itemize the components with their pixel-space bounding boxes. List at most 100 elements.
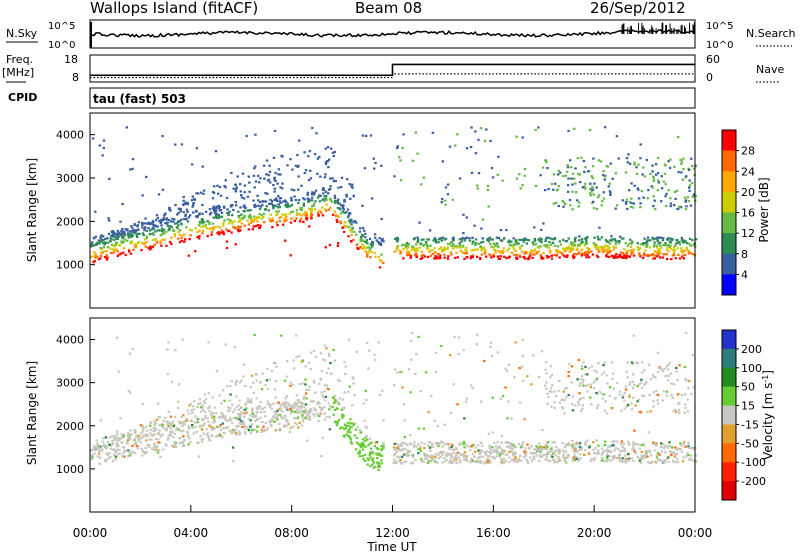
radar-cell bbox=[512, 246, 515, 249]
radar-cell bbox=[290, 203, 294, 207]
radar-cell bbox=[691, 195, 695, 199]
radar-cell bbox=[263, 221, 266, 224]
cpid-value: tau (fast) 503 bbox=[93, 92, 186, 106]
radar-cell bbox=[568, 250, 571, 254]
radar-cell bbox=[97, 258, 101, 261]
radar-cell bbox=[274, 396, 277, 399]
radar-cell bbox=[378, 237, 381, 240]
radar-cell bbox=[325, 203, 328, 206]
radar-cell bbox=[266, 387, 269, 390]
radar-cell bbox=[602, 248, 605, 251]
radar-cell bbox=[103, 243, 106, 246]
radar-cell bbox=[563, 399, 566, 402]
radar-cell bbox=[327, 354, 331, 357]
radar-cell bbox=[359, 238, 362, 241]
radar-cell bbox=[336, 407, 339, 410]
radar-cell bbox=[513, 253, 516, 256]
radar-cell bbox=[246, 397, 249, 400]
radar-cell bbox=[153, 423, 156, 426]
radar-cell bbox=[531, 452, 535, 455]
radar-cell bbox=[249, 385, 252, 389]
radar-cell bbox=[496, 255, 500, 258]
radar-cell bbox=[237, 214, 240, 218]
radar-cell bbox=[128, 449, 132, 452]
radar-cell bbox=[605, 457, 609, 460]
radar-cell bbox=[492, 450, 495, 453]
radar-cell bbox=[545, 444, 549, 447]
radar-cell bbox=[434, 455, 437, 458]
radar-cell bbox=[153, 442, 156, 445]
radar-cell bbox=[468, 239, 472, 242]
radar-cell bbox=[230, 205, 233, 208]
radar-cell bbox=[500, 462, 503, 465]
radar-cell bbox=[496, 441, 499, 444]
radar-cell bbox=[431, 455, 434, 458]
radar-cell bbox=[199, 434, 202, 438]
y-tick-label: 4000 bbox=[56, 129, 84, 142]
radar-cell bbox=[221, 389, 225, 392]
radar-cell bbox=[101, 448, 104, 451]
radar-cell bbox=[112, 251, 115, 254]
radar-cell bbox=[602, 174, 605, 177]
radar-cell bbox=[578, 392, 581, 395]
radar-cell bbox=[318, 406, 321, 409]
radar-cell bbox=[619, 460, 622, 463]
radar-cell bbox=[301, 414, 304, 417]
radar-cell bbox=[665, 253, 668, 256]
radar-cell bbox=[447, 443, 450, 446]
radar-cell bbox=[521, 355, 525, 358]
radar-cell bbox=[584, 365, 587, 368]
radar-cell bbox=[380, 253, 383, 256]
radar-cell bbox=[594, 245, 597, 249]
radar-cell bbox=[502, 449, 505, 452]
radar-cell bbox=[359, 431, 362, 434]
radar-cell bbox=[434, 238, 438, 242]
radar-cell bbox=[529, 456, 532, 459]
radar-cell bbox=[584, 443, 587, 446]
radar-cell bbox=[611, 458, 615, 461]
radar-cell bbox=[137, 221, 141, 224]
radar-cell bbox=[438, 248, 441, 251]
radar-cell bbox=[297, 426, 300, 429]
radar-cell bbox=[684, 445, 687, 448]
radar-cell bbox=[321, 214, 325, 217]
radar-cell bbox=[133, 438, 136, 441]
radar-cell bbox=[165, 244, 168, 247]
radar-cell bbox=[462, 455, 466, 458]
radar-cell bbox=[488, 242, 492, 245]
radar-cell bbox=[630, 253, 633, 256]
radar-cell bbox=[229, 419, 233, 422]
radar-cell bbox=[164, 222, 167, 225]
radar-cell bbox=[460, 453, 463, 456]
radar-cell bbox=[127, 454, 130, 458]
colorbar-tick-label: 12 bbox=[741, 227, 755, 240]
radar-cell bbox=[584, 166, 587, 169]
radar-cell bbox=[281, 410, 284, 413]
radar-cell bbox=[363, 247, 366, 250]
radar-cell bbox=[114, 243, 117, 247]
radar-cell bbox=[681, 178, 684, 181]
radar-cell bbox=[665, 248, 669, 251]
radar-cell bbox=[424, 371, 428, 374]
radar-cell bbox=[515, 256, 519, 259]
radar-cell bbox=[653, 257, 656, 260]
radar-cell bbox=[571, 245, 574, 248]
radar-cell bbox=[318, 200, 322, 203]
radar-cell bbox=[257, 405, 260, 408]
radar-cell bbox=[365, 426, 368, 429]
radar-cell bbox=[604, 400, 607, 403]
radar-cell bbox=[571, 439, 574, 443]
radar-cell bbox=[196, 406, 199, 409]
radar-cell bbox=[407, 246, 410, 249]
radar-cell bbox=[297, 201, 300, 205]
radar-cell bbox=[276, 182, 279, 185]
radar-cell bbox=[240, 420, 243, 423]
radar-cell bbox=[667, 374, 670, 377]
radar-cell bbox=[424, 457, 427, 460]
radar-cell bbox=[310, 205, 314, 208]
radar-cell bbox=[275, 210, 278, 213]
radar-cell bbox=[154, 437, 158, 441]
radar-cell bbox=[527, 258, 530, 261]
radar-cell bbox=[106, 454, 110, 457]
radar-cell bbox=[593, 182, 596, 185]
